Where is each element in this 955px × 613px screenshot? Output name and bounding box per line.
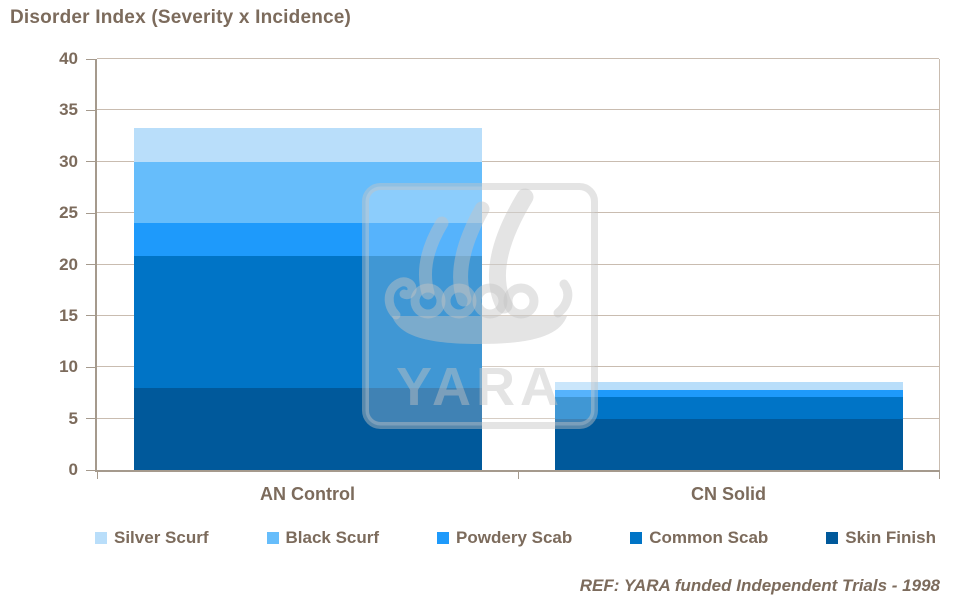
legend-item-common-scab: Common Scab: [630, 528, 768, 548]
y-axis-tick-label: 10: [59, 357, 78, 377]
y-axis-tick-mark: [86, 264, 95, 265]
x-category-label-cn-solid: CN Solid: [691, 484, 766, 504]
y-axis: 0 5 10 15 20 25 30 35 40: [0, 49, 95, 479]
bar-segment-powdery-scab: [555, 389, 903, 398]
y-axis-tick-mark: [86, 212, 95, 214]
gridline: [97, 366, 939, 368]
reference-note: REF: YARA funded Independent Trials - 19…: [579, 576, 940, 595]
plot-area: [95, 58, 940, 479]
bar-segment-common-scab: [134, 256, 482, 388]
gridline: [97, 212, 939, 214]
bar-segment-black-scurf: [134, 161, 482, 224]
y-axis-tick-mark: [86, 418, 95, 420]
x-axis-tick-mark: [517, 470, 519, 479]
gridline: [97, 160, 939, 162]
bar-segment-powdery-scab: [134, 223, 482, 257]
stacked-bar-an-control: [134, 127, 482, 470]
y-axis-tick-mark: [86, 469, 95, 471]
legend-label: Common Scab: [649, 528, 769, 547]
legend-label: Skin Finish: [845, 528, 936, 547]
y-axis-tick-label: 25: [59, 203, 78, 223]
y-axis-tick-label: 15: [59, 305, 78, 325]
gridline: [97, 58, 939, 59]
y-axis-tick-mark: [86, 366, 95, 368]
legend-item-black-scurf: Black Scurf: [266, 528, 380, 548]
legend-item-powdery-scab: Powdery Scab: [437, 528, 572, 548]
bar-segment-skin-finish: [134, 387, 482, 470]
y-axis-tick-label: 0: [68, 460, 78, 479]
y-axis-tick-mark: [86, 109, 95, 111]
legend-item-silver-scurf: Silver Scurf: [95, 528, 209, 548]
y-axis-tick-mark: [86, 58, 95, 60]
legend-label: Powdery Scab: [456, 528, 573, 547]
x-category-label-an-control: AN Control: [260, 484, 355, 504]
stacked-bar-cn-solid: [555, 381, 903, 470]
legend-label: Black Scurf: [285, 528, 380, 547]
legend-label: Silver Scurf: [114, 528, 209, 547]
y-axis-tick-label: 40: [59, 49, 78, 68]
bar-segment-common-scab: [555, 397, 903, 419]
x-axis-labels: AN Control CN Solid: [97, 484, 939, 505]
x-axis-tick-mark: [938, 470, 940, 479]
x-axis-tick-mark: [96, 470, 98, 479]
chart-title: Disorder Index (Severity x Incidence): [10, 7, 352, 28]
bar-segment-silver-scurf: [134, 127, 482, 162]
legend: Silver Scurf Black Scurf Powdery Scab Commo…: [95, 528, 936, 548]
y-axis-tick-mark: [86, 315, 95, 317]
legend-swatch-common-scab: [630, 532, 643, 544]
y-axis-tick-label: 20: [59, 254, 78, 274]
bar-segment-skin-finish: [555, 418, 903, 470]
y-axis-tick-mark: [86, 161, 95, 163]
gridline: [97, 314, 939, 316]
gridline: [97, 109, 939, 111]
legend-swatch-black-scurf: [266, 532, 279, 544]
bar-segment-silver-scurf: [555, 381, 903, 390]
legend-swatch-powdery-scab: [437, 532, 450, 544]
y-axis-tick-label: 5: [68, 408, 78, 428]
y-axis-tick-label: 30: [59, 151, 78, 171]
gridline: [97, 417, 939, 419]
legend-swatch-silver-scurf: [95, 532, 107, 544]
y-axis-tick-label: 35: [59, 100, 78, 120]
gridline: [97, 263, 939, 265]
legend-item-skin-finish: Skin Finish: [826, 528, 936, 548]
legend-swatch-skin-finish: [826, 532, 839, 544]
